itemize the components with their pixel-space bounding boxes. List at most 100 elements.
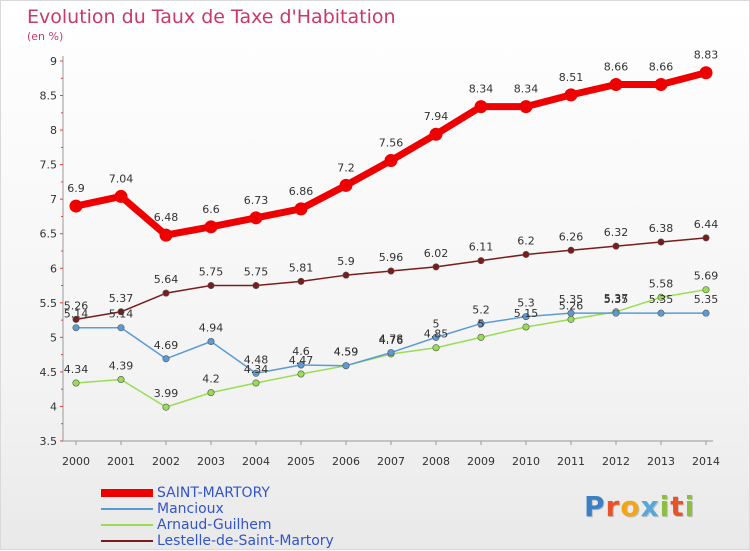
data-label-mancioux: 5.35 xyxy=(604,293,629,306)
data-label-mancioux: 4.69 xyxy=(154,339,179,352)
data-point-arnaud-guilhem xyxy=(117,376,125,384)
data-point-arnaud-guilhem xyxy=(432,344,440,352)
legend-swatch xyxy=(101,524,153,526)
data-label-lestelle-de-saint-martory: 5.75 xyxy=(244,266,269,279)
x-tick-label: 2006 xyxy=(332,455,360,468)
legend: SAINT-MARTORY Mancioux Arnaud-Guilhem Leste… xyxy=(101,485,421,549)
data-label-saint-martory: 7.94 xyxy=(424,110,449,123)
data-label-mancioux: 4.59 xyxy=(334,346,359,359)
data-label-mancioux: 5.14 xyxy=(109,308,134,321)
data-label-arnaud-guilhem: 4.34 xyxy=(64,363,89,376)
data-label-lestelle-de-saint-martory: 5.81 xyxy=(289,261,314,274)
data-label-lestelle-de-saint-martory: 5.9 xyxy=(337,255,355,268)
y-tick-label: 6 xyxy=(50,262,57,275)
data-point-lestelle-de-saint-martory xyxy=(612,242,620,250)
data-point-mancioux xyxy=(702,309,710,317)
chart-title: Evolution du Taux de Taxe d'Habitation xyxy=(27,6,396,28)
data-point-mancioux xyxy=(117,324,125,332)
data-label-lestelle-de-saint-martory: 6.26 xyxy=(559,230,584,243)
logo-letter: x xyxy=(640,490,660,523)
legend-item-mancioux: Mancioux xyxy=(101,501,421,517)
data-point-lestelle-de-saint-martory xyxy=(567,246,575,254)
legend-label: Arnaud-Guilhem xyxy=(157,517,272,533)
data-point-lestelle-de-saint-martory xyxy=(297,277,305,285)
data-label-arnaud-guilhem: 4.34 xyxy=(244,363,269,376)
legend-swatch xyxy=(101,489,153,497)
y-tick-label: 3.5 xyxy=(40,435,58,448)
data-point-saint-martory xyxy=(609,77,623,91)
logo-letter: o xyxy=(620,490,641,523)
data-point-saint-martory xyxy=(429,127,443,141)
y-tick-label: 9 xyxy=(50,55,57,68)
x-tick-label: 2003 xyxy=(197,455,225,468)
data-point-arnaud-guilhem xyxy=(702,286,710,294)
y-tick-label: 7.5 xyxy=(40,159,58,172)
y-tick-label: 6.5 xyxy=(40,228,58,241)
data-point-mancioux xyxy=(432,333,440,341)
data-point-saint-martory xyxy=(699,66,713,80)
data-point-saint-martory xyxy=(114,189,128,203)
y-tick-label: 7 xyxy=(50,193,57,206)
legend-swatch xyxy=(101,508,153,510)
data-point-mancioux xyxy=(567,309,575,317)
data-point-lestelle-de-saint-martory xyxy=(117,308,125,316)
data-label-lestelle-de-saint-martory: 5.26 xyxy=(64,299,89,312)
data-label-lestelle-de-saint-martory: 6.2 xyxy=(517,234,535,247)
x-tick-label: 2012 xyxy=(602,455,630,468)
x-tick-label: 2010 xyxy=(512,455,540,468)
data-point-arnaud-guilhem xyxy=(72,379,80,387)
data-point-mancioux xyxy=(342,362,350,370)
data-point-arnaud-guilhem xyxy=(252,379,260,387)
data-point-lestelle-de-saint-martory xyxy=(477,257,485,265)
data-label-arnaud-guilhem: 5 xyxy=(478,317,485,330)
legend-label: Mancioux xyxy=(157,501,224,517)
data-label-saint-martory: 6.6 xyxy=(202,203,220,216)
logo-letter: P xyxy=(584,490,606,523)
data-label-mancioux: 4.94 xyxy=(199,322,224,335)
x-tick-label: 2007 xyxy=(377,455,405,468)
y-tick-label: 4.5 xyxy=(40,366,58,379)
legend-label: Lestelle-de-Saint-Martory xyxy=(157,533,334,549)
data-label-arnaud-guilhem: 5.26 xyxy=(559,299,584,312)
data-label-arnaud-guilhem: 4.39 xyxy=(109,360,134,373)
x-tick-label: 2011 xyxy=(557,455,585,468)
data-label-saint-martory: 8.83 xyxy=(694,49,719,62)
data-point-saint-martory xyxy=(339,178,353,192)
x-tick-label: 2005 xyxy=(287,455,315,468)
data-point-lestelle-de-saint-martory xyxy=(432,263,440,271)
data-point-lestelle-de-saint-martory xyxy=(342,271,350,279)
data-label-saint-martory: 8.66 xyxy=(604,60,629,73)
data-label-arnaud-guilhem: 4.85 xyxy=(424,328,449,341)
data-label-mancioux: 5 xyxy=(433,317,440,330)
data-point-mancioux xyxy=(162,355,170,363)
data-point-mancioux xyxy=(252,369,260,377)
data-label-lestelle-de-saint-martory: 6.38 xyxy=(649,222,674,235)
x-tick-label: 2001 xyxy=(107,455,135,468)
data-label-saint-martory: 8.66 xyxy=(649,60,674,73)
data-point-saint-martory xyxy=(249,211,263,225)
data-point-lestelle-de-saint-martory xyxy=(387,267,395,275)
legend-item-arnaud-guilhem: Arnaud-Guilhem xyxy=(101,517,421,533)
data-point-lestelle-de-saint-martory xyxy=(657,238,665,246)
logo-letter: i xyxy=(684,490,696,523)
legend-label: SAINT-MARTORY xyxy=(157,485,270,501)
logo-letter: i xyxy=(659,490,671,523)
data-label-mancioux: 4.78 xyxy=(379,333,404,346)
data-point-lestelle-de-saint-martory xyxy=(522,250,530,258)
x-tick-label: 2013 xyxy=(647,455,675,468)
data-label-mancioux: 4.6 xyxy=(292,345,310,358)
x-tick-label: 2004 xyxy=(242,455,270,468)
data-label-arnaud-guilhem: 4.59 xyxy=(334,346,359,359)
data-label-arnaud-guilhem: 5.37 xyxy=(604,292,629,305)
chart-unit-label: (en %) xyxy=(27,30,64,43)
data-label-arnaud-guilhem: 4.47 xyxy=(289,354,314,367)
data-point-lestelle-de-saint-martory xyxy=(702,234,710,242)
y-tick-label: 8.5 xyxy=(40,90,58,103)
data-label-mancioux: 5.2 xyxy=(472,304,490,317)
data-point-saint-martory xyxy=(294,202,308,216)
x-tick-label: 2002 xyxy=(152,455,180,468)
data-label-arnaud-guilhem: 5.15 xyxy=(514,307,539,320)
data-point-arnaud-guilhem xyxy=(477,333,485,341)
data-point-lestelle-de-saint-martory xyxy=(72,315,80,323)
legend-item-lestelle-de-saint-martory: Lestelle-de-Saint-Martory xyxy=(101,533,421,549)
